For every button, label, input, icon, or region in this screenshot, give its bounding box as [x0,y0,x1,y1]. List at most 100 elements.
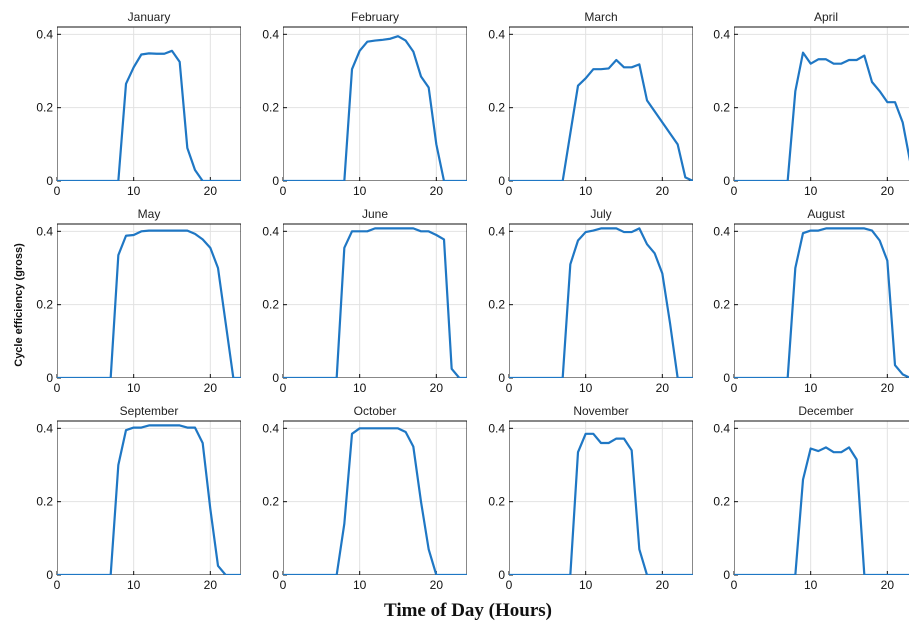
y-tick-label: 0 [46,174,53,188]
efficiency-line-november [509,432,693,575]
y-tick-label: 0.4 [262,224,279,238]
y-tick-label: 0 [723,371,730,385]
panel-title: February [351,10,399,24]
x-tick-label: 10 [127,578,141,592]
panel-october: October 0 10 20 0 0.2 0.4 [262,404,467,592]
y-tick-label: 0.4 [36,27,53,41]
x-tick-label: 0 [731,381,738,395]
y-axis-label: Cycle efficiency (gross) [13,243,25,367]
x-tick-label: 20 [430,184,444,198]
y-tick-label: 0.4 [488,27,505,41]
x-tick-label: 0 [506,578,513,592]
x-tick-label: 10 [353,578,367,592]
panel-title: March [584,10,617,24]
plot-frame [734,223,909,378]
panel-march: March 0 10 20 0 0.2 0.4 [488,10,693,198]
y-tick-label: 0.4 [262,27,279,41]
x-tick-label: 0 [506,381,513,395]
x-tick-label: 0 [280,381,287,395]
plot-frame [734,26,909,181]
x-tick-label: 0 [54,184,61,198]
x-tick-label: 10 [804,381,818,395]
efficiency-line-april [734,51,909,181]
panel-title: April [814,10,838,24]
y-tick-label: 0.4 [488,224,505,238]
x-tick-label: 20 [430,381,444,395]
panel-title: May [138,207,161,221]
y-tick-label: 0 [723,174,730,188]
y-tick-label: 0.4 [488,421,505,435]
y-tick-label: 0.4 [262,421,279,435]
panel-title: June [362,207,388,221]
x-tick-label: 20 [656,184,670,198]
y-tick-label: 0.2 [262,298,279,312]
y-tick-label: 0 [272,371,279,385]
plot-frame [283,223,467,378]
y-tick-label: 0.2 [488,298,505,312]
panel-may: May 0 10 20 0 0.2 0.4 [36,207,241,395]
y-tick-label: 0 [498,568,505,582]
y-tick-label: 0.2 [36,495,53,509]
x-tick-label: 20 [881,184,895,198]
efficiency-line-december [734,446,909,575]
panel-title: October [354,404,397,418]
panel-title: January [128,10,171,24]
efficiency-line-october [283,427,467,575]
x-tick-label: 0 [506,184,513,198]
y-tick-label: 0.2 [713,298,730,312]
efficiency-line-february [283,35,467,181]
efficiency-line-august [734,227,909,378]
panel-april: April 0 10 20 0 0.2 0.4 [713,10,909,198]
y-tick-label: 0 [723,568,730,582]
efficiency-line-september [57,424,241,575]
x-tick-label: 10 [579,381,593,395]
panel-december: December 0 10 20 0 0.2 0.4 [713,404,909,592]
x-tick-label: 10 [353,381,367,395]
panel-september: September 0 10 20 0 0.2 0.4 [36,404,241,592]
y-tick-label: 0.2 [36,298,53,312]
y-tick-label: 0.4 [713,421,730,435]
efficiency-line-june [283,227,467,378]
x-tick-label: 20 [204,381,218,395]
x-tick-label: 0 [731,184,738,198]
y-tick-label: 0.2 [488,101,505,115]
y-tick-label: 0.4 [36,421,53,435]
y-tick-label: 0.4 [713,27,730,41]
x-tick-label: 10 [127,184,141,198]
efficiency-line-may [57,229,241,378]
panel-title: July [590,207,611,221]
x-tick-label: 0 [54,381,61,395]
x-tick-label: 20 [204,184,218,198]
panel-title: August [807,207,845,221]
x-axis-label: Time of Day (Hours) [384,600,552,621]
x-tick-label: 0 [731,578,738,592]
plot-frame [283,420,467,575]
x-tick-label: 10 [804,578,818,592]
x-tick-label: 20 [881,578,895,592]
panel-june: June 0 10 20 0 0.2 0.4 [262,207,467,395]
y-tick-label: 0.4 [36,224,53,238]
x-tick-label: 0 [280,184,287,198]
y-tick-label: 0 [272,174,279,188]
panel-july: July 0 10 20 0 0.2 0.4 [488,207,693,395]
x-tick-label: 0 [54,578,61,592]
y-tick-label: 0 [272,568,279,582]
x-tick-label: 10 [579,184,593,198]
panel-title: December [798,404,853,418]
x-tick-label: 10 [804,184,818,198]
plot-frame [283,26,467,181]
panel-january: January 0 10 20 0 0.2 0.4 [36,10,241,198]
x-tick-label: 20 [881,381,895,395]
panel-title: September [120,404,179,418]
y-tick-label: 0 [46,371,53,385]
y-tick-label: 0 [498,174,505,188]
x-tick-label: 20 [204,578,218,592]
x-tick-label: 20 [430,578,444,592]
efficiency-line-july [509,227,693,378]
y-tick-label: 0.2 [262,101,279,115]
y-tick-label: 0.4 [713,224,730,238]
panel-title: November [573,404,628,418]
y-tick-label: 0 [498,371,505,385]
